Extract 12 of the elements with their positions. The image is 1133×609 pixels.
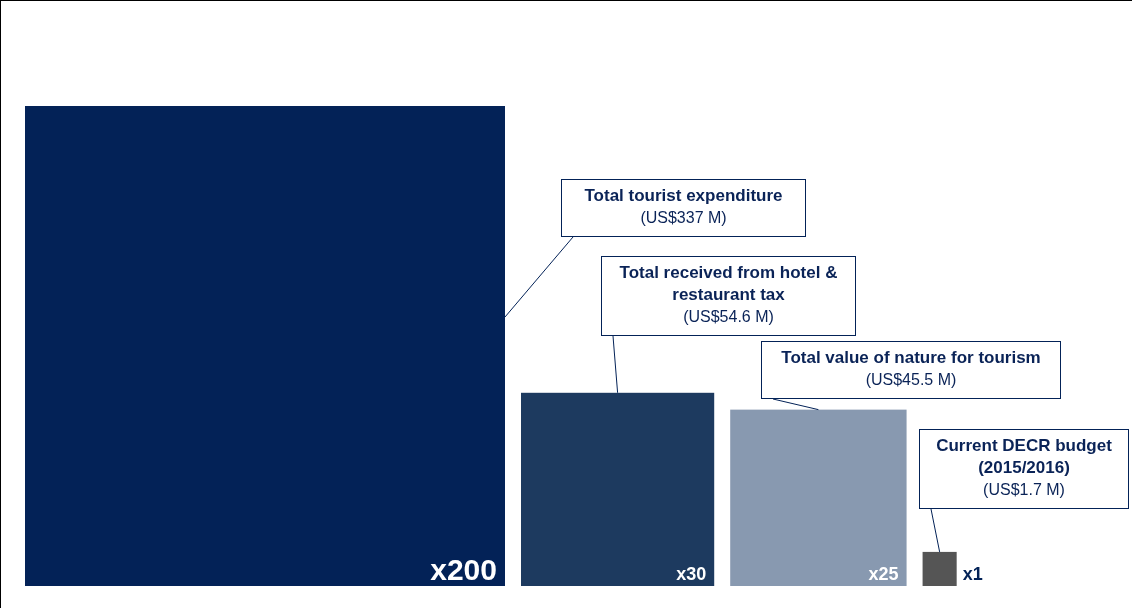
text: x1 — [962, 564, 983, 584]
category-label: Total value of nature for tourism — [780, 347, 1042, 369]
data-label: (US$1.7 M) — [982, 480, 1066, 500]
text: x30 — [676, 564, 707, 584]
category-label: Current DECR budget (2015/2016) — [935, 435, 1113, 479]
category-label: Total tourist expenditure — [583, 185, 784, 207]
data-label: (US$45.5 M) — [864, 370, 958, 390]
text: x200 — [430, 553, 497, 586]
category-label: Total received from hotel & restaurant tax — [618, 262, 839, 306]
data-label: (US$337 M) — [639, 208, 728, 228]
text: x25 — [868, 564, 899, 584]
data-label: (US$54.6 M) — [682, 307, 775, 327]
